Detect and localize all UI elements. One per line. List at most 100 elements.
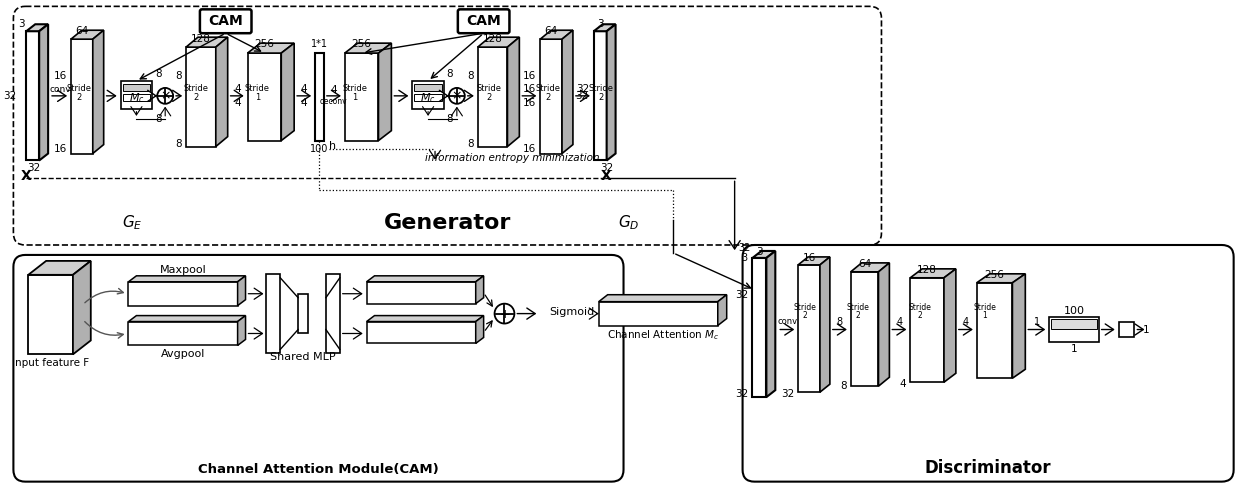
Text: 2: 2 — [856, 311, 861, 320]
Polygon shape — [910, 269, 956, 278]
Text: 2: 2 — [918, 311, 923, 320]
Text: 16: 16 — [53, 143, 67, 154]
Text: 128: 128 — [191, 34, 211, 44]
Polygon shape — [1012, 274, 1025, 378]
Circle shape — [157, 88, 174, 104]
Polygon shape — [477, 37, 520, 47]
Bar — [1118, 322, 1135, 338]
Text: Stride: Stride — [342, 84, 367, 93]
Text: 8: 8 — [175, 139, 182, 148]
Polygon shape — [851, 263, 889, 272]
Polygon shape — [367, 322, 476, 344]
Text: 100: 100 — [1064, 305, 1085, 316]
Text: 32: 32 — [781, 389, 794, 399]
Circle shape — [449, 88, 465, 104]
Text: 1: 1 — [1034, 317, 1040, 326]
Text: 16: 16 — [522, 84, 536, 94]
Bar — [1052, 319, 1096, 328]
Text: 8: 8 — [837, 317, 843, 326]
Text: $M_c$: $M_c$ — [420, 91, 436, 105]
Text: CAM: CAM — [466, 14, 501, 28]
Bar — [414, 94, 441, 101]
Polygon shape — [878, 263, 889, 386]
Polygon shape — [367, 316, 484, 322]
Text: 8: 8 — [446, 69, 454, 79]
Polygon shape — [766, 251, 775, 397]
Polygon shape — [216, 37, 228, 146]
Polygon shape — [799, 265, 820, 392]
Text: 8: 8 — [467, 71, 474, 81]
Text: 1: 1 — [1070, 345, 1078, 354]
Polygon shape — [26, 24, 48, 31]
Polygon shape — [599, 295, 727, 302]
Text: 1: 1 — [982, 311, 987, 320]
Polygon shape — [820, 257, 830, 392]
Polygon shape — [541, 39, 562, 154]
Text: 4: 4 — [331, 85, 337, 95]
Polygon shape — [71, 39, 93, 154]
FancyBboxPatch shape — [200, 9, 252, 33]
Polygon shape — [476, 276, 484, 304]
Text: 32: 32 — [575, 91, 589, 101]
Text: 32: 32 — [4, 91, 16, 101]
Text: 16: 16 — [523, 143, 536, 154]
Polygon shape — [26, 31, 40, 161]
Text: Stride: Stride — [246, 84, 270, 93]
Text: Stride: Stride — [67, 84, 92, 93]
Text: 3: 3 — [598, 19, 604, 29]
Polygon shape — [345, 43, 392, 53]
Text: 8: 8 — [155, 69, 161, 79]
Polygon shape — [507, 37, 520, 146]
Text: Stride: Stride — [973, 303, 996, 312]
Polygon shape — [476, 316, 484, 344]
Text: 2: 2 — [802, 311, 807, 320]
Bar — [298, 294, 308, 333]
Polygon shape — [562, 30, 573, 154]
Bar — [120, 81, 153, 109]
Text: 3: 3 — [742, 253, 748, 263]
Text: 64: 64 — [858, 259, 872, 269]
Polygon shape — [93, 30, 104, 154]
Text: 16: 16 — [802, 253, 816, 263]
Polygon shape — [186, 47, 216, 146]
Text: 64: 64 — [76, 26, 88, 36]
Text: Shared MLP: Shared MLP — [270, 352, 336, 363]
Text: 2: 2 — [598, 93, 604, 102]
Text: 8: 8 — [446, 114, 454, 124]
Text: Discriminator: Discriminator — [925, 459, 1052, 477]
Text: 8: 8 — [155, 114, 161, 124]
Text: conv: conv — [777, 317, 797, 326]
Text: 4: 4 — [234, 84, 241, 94]
Text: Avgpool: Avgpool — [161, 349, 206, 359]
FancyBboxPatch shape — [458, 9, 510, 33]
Polygon shape — [186, 37, 228, 47]
Bar — [123, 94, 150, 101]
Text: Generator: Generator — [383, 213, 511, 233]
Polygon shape — [29, 275, 73, 354]
Text: Stride: Stride — [909, 303, 931, 312]
Text: ×: × — [160, 89, 170, 102]
Text: Stride: Stride — [184, 84, 208, 93]
Text: 4: 4 — [301, 84, 308, 94]
Text: Sigmoid: Sigmoid — [549, 306, 594, 317]
Text: 256: 256 — [985, 270, 1004, 280]
Text: ×: × — [451, 89, 463, 102]
Text: 256: 256 — [352, 39, 372, 49]
Text: 32: 32 — [577, 84, 589, 94]
Text: 128: 128 — [918, 265, 937, 275]
Bar — [123, 84, 150, 91]
Text: 64: 64 — [544, 26, 558, 36]
Text: information entropy minimization: information entropy minimization — [425, 154, 600, 163]
Text: +: + — [500, 308, 510, 321]
Polygon shape — [345, 53, 378, 141]
Text: 4: 4 — [301, 98, 308, 108]
Text: 8: 8 — [175, 71, 182, 81]
Text: 2: 2 — [486, 93, 491, 102]
Text: 2: 2 — [193, 93, 198, 102]
Text: 3: 3 — [19, 19, 25, 29]
Polygon shape — [753, 251, 775, 258]
Text: X: X — [21, 169, 32, 183]
Text: 256: 256 — [254, 39, 274, 49]
Text: 1: 1 — [352, 93, 357, 102]
Text: 128: 128 — [482, 34, 502, 44]
